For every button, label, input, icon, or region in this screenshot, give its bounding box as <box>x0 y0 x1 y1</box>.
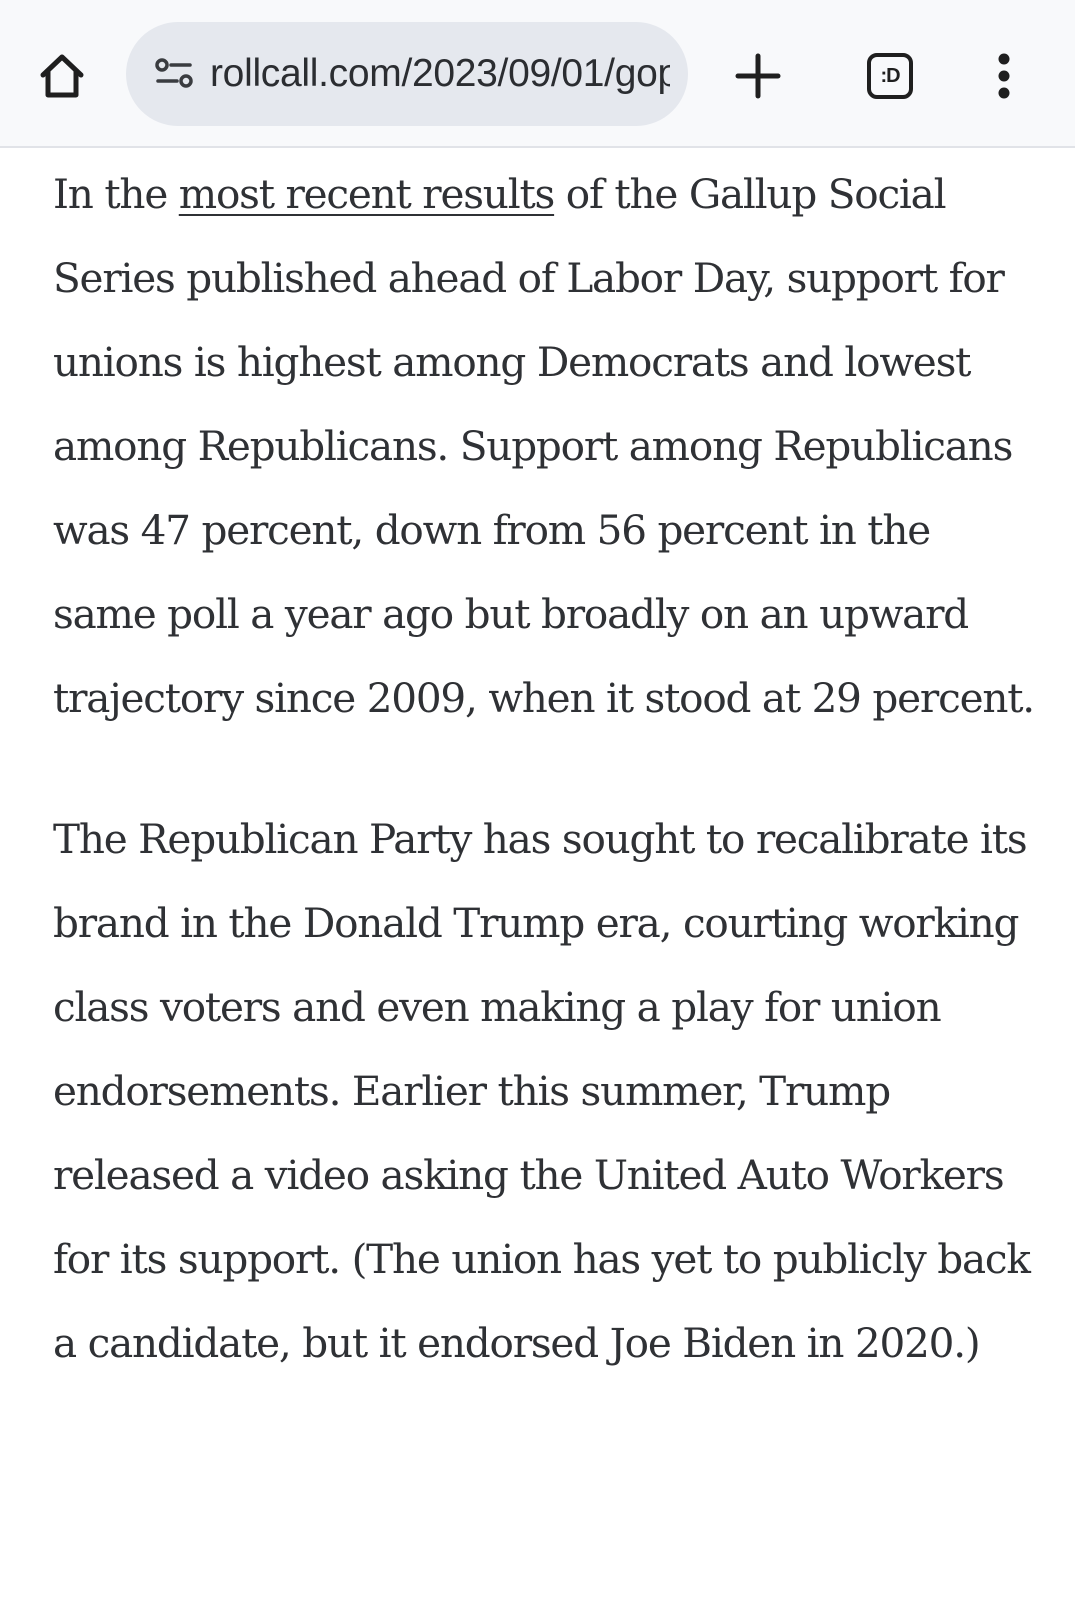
paragraph-text: In the <box>53 170 179 218</box>
browser-toolbar: rollcall.com/2023/09/01/gop :D <box>0 0 1075 148</box>
home-button[interactable] <box>30 44 94 108</box>
more-vert-icon <box>998 53 1010 99</box>
article-body: In the most recent results of the Gallup… <box>53 152 1043 1385</box>
most-recent-results-link[interactable]: most recent results <box>178 170 556 218</box>
address-bar[interactable]: rollcall.com/2023/09/01/gop <box>126 22 688 126</box>
tab-counter: :D <box>880 64 900 87</box>
home-icon <box>40 54 84 98</box>
tab-switcher-button[interactable]: :D <box>858 44 922 108</box>
site-info-button[interactable] <box>142 42 206 106</box>
tab-switcher-icon: :D <box>867 53 913 99</box>
article-paragraph: The Republican Party has sought to recal… <box>53 815 1031 1367</box>
menu-button[interactable] <box>980 44 1028 108</box>
new-tab-button[interactable] <box>726 44 790 108</box>
site-info-icon <box>155 58 193 88</box>
plus-icon <box>735 53 781 99</box>
article-paragraph: In the most recent results of the Gallup… <box>53 152 1043 740</box>
url-text[interactable]: rollcall.com/2023/09/01/gop <box>210 52 670 95</box>
paragraph-text: of the Gallup Social Series published ah… <box>53 170 1035 722</box>
